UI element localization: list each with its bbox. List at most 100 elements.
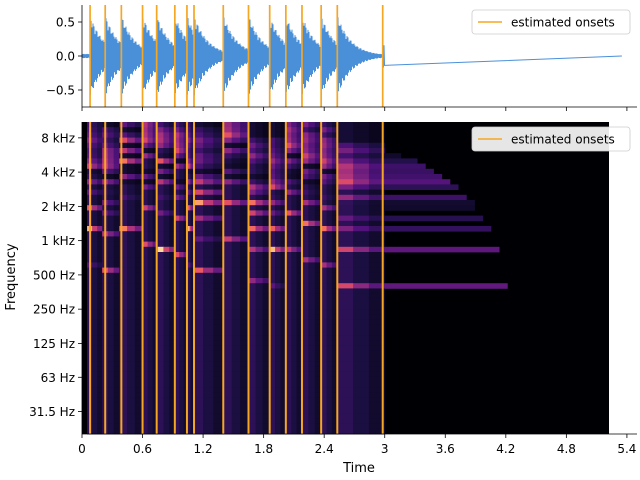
spectrogram-cell [331,220,338,227]
spectrogram-cell [291,210,297,216]
spectrogram-cell [275,356,281,362]
spectrogram-x-tick-label: 2.4 [315,442,334,456]
spectrogram-cell [301,215,309,222]
spectrogram-cell [326,231,333,237]
spectrogram-cell [152,132,159,138]
spectrogram-cell [119,397,128,404]
spectrogram-cell [107,293,115,300]
spectrogram-cell [134,257,143,263]
spectrogram-cell [321,335,327,341]
spectrogram-x-tick-label: 0.6 [133,442,152,456]
spectrogram-cell [187,174,191,180]
spectrogram-cell [92,376,98,383]
spectrogram-cell [240,330,249,336]
spectrogram-cell [308,189,316,196]
spectrogram-cell [326,418,333,424]
spectrogram-cell [240,366,249,372]
spectrogram-cell [231,293,241,300]
spectrogram-cell [142,371,148,378]
spectrogram-cell [203,293,214,300]
spectrogram-cell [280,267,287,274]
spectrogram-cell [337,319,354,326]
spectrogram-cell [337,132,354,138]
spectrogram-cell [113,376,120,383]
spectrogram-cell [163,298,170,305]
spectrogram-cell [119,189,128,196]
spectrogram-tail-cell [384,179,451,185]
spectrogram-cell [308,345,316,352]
spectrogram-cell [231,340,241,346]
spectrogram-cell [280,179,287,185]
spectrogram-cell [174,142,180,149]
spectrogram-cell [113,184,120,190]
spectrogram-cell [368,293,386,300]
spectrogram-cell [326,153,333,159]
spectrogram-cell [134,293,143,300]
spectrogram-cell [255,215,264,222]
spectrogram-cell [193,246,204,253]
spectrogram-cell [291,418,297,424]
spectrogram-cell [152,184,159,190]
spectrogram-legend-box [471,126,631,152]
spectrogram-cell [147,340,154,346]
spectrogram-cell [248,127,256,133]
spectrogram-cell [368,262,386,268]
spectrogram-cell [240,272,249,279]
spectrogram-cell [174,418,180,424]
spectrogram-cell [213,153,224,159]
spectrogram-cell [187,278,191,284]
spectrogram-cell [326,226,333,232]
spectrogram-cell [275,340,281,346]
spectrogram-cell [262,252,271,258]
spectrogram-cell [152,158,159,164]
spectrogram-cell [152,304,159,310]
spectrogram-cell [107,231,115,237]
spectrogram-cell [291,288,297,294]
spectrogram-cell [113,122,120,128]
spectrogram-cell [119,345,128,352]
spectrogram-cell [353,163,370,170]
spectrogram-cell [92,122,98,128]
spectrogram-cell [326,236,333,242]
spectrogram-cell [291,220,297,227]
spectrogram-cell [179,408,184,414]
spectrogram-cell [321,392,327,398]
spectrogram-cell [326,122,333,128]
spectrogram-cell [191,314,194,320]
spectrogram-cell [240,402,249,409]
spectrogram-cell [337,220,354,227]
spectrogram-cell [255,163,264,170]
spectrogram-cell [326,314,333,320]
spectrogram-cell [280,132,287,138]
spectrogram-cell [269,387,276,393]
spectrogram-cell [223,142,233,149]
spectrogram-cell [142,163,148,170]
spectrogram-cell [255,127,264,133]
spectrogram-cell [248,158,256,164]
spectrogram-cell [113,319,120,326]
spectrogram-cell [353,298,370,305]
spectrogram-cell [255,220,264,227]
spectrogram-cell [353,278,370,284]
spectrogram-cell [119,387,128,393]
spectrogram-cell [285,330,292,336]
spectrogram-cell [368,309,386,315]
spectrogram-cell [240,350,249,357]
spectrogram-cell [179,293,184,300]
spectrogram-cell [255,179,264,185]
spectrogram-cell [248,392,256,398]
spectrogram-cell [308,262,316,268]
spectrogram-cell [248,220,256,227]
spectrogram-cell [107,252,115,258]
spectrogram-cell [285,127,292,133]
spectrogram-cell [321,267,327,274]
spectrogram-cell [113,335,120,341]
spectrogram-cell [275,283,281,289]
spectrogram-cell [193,194,204,201]
spectrogram-cell [269,278,276,284]
spectrogram-cell [262,132,271,138]
spectrogram-cell [189,304,192,310]
spectrogram-cell [275,278,281,284]
spectrogram-cell [291,382,297,388]
spectrogram-cell [321,168,327,175]
